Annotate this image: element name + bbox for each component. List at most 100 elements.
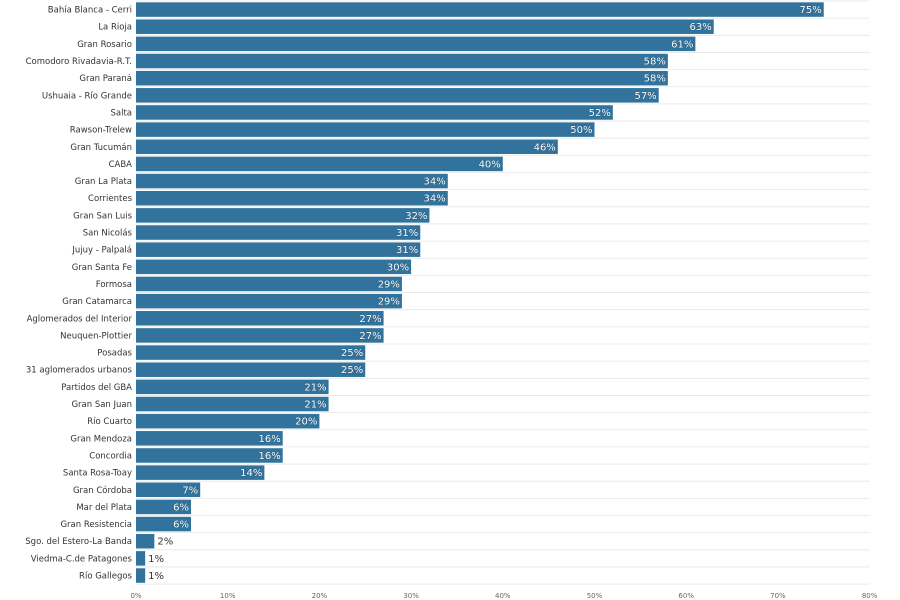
bar xyxy=(136,379,329,395)
bar xyxy=(136,499,192,515)
category-label: Gran Resistencia xyxy=(60,520,132,530)
bar xyxy=(136,568,146,583)
value-label: 7% xyxy=(182,485,198,496)
category-label: Río Cuarto xyxy=(87,417,132,427)
category-label: Santa Rosa-Toay xyxy=(63,469,132,479)
category-label: Ushuaia - Río Grande xyxy=(42,91,132,101)
value-label: 58% xyxy=(644,74,666,85)
category-label: Río Gallegos xyxy=(79,572,133,582)
value-label: 29% xyxy=(378,279,400,290)
category-label: Gran Tucumán xyxy=(70,143,132,153)
category-label: Gran Córdoba xyxy=(73,485,132,496)
x-tick-label: 30% xyxy=(403,592,419,600)
category-label: La Rioja xyxy=(98,23,132,33)
bar xyxy=(136,122,595,137)
bar xyxy=(136,431,283,446)
category-label: Jujuy - Palpalá xyxy=(71,246,132,256)
x-tick-label: 40% xyxy=(495,592,511,600)
value-label: 14% xyxy=(240,468,262,479)
bar xyxy=(136,516,192,532)
value-label: 21% xyxy=(304,382,326,393)
value-label: 2% xyxy=(157,537,173,548)
bar xyxy=(136,413,320,429)
bar xyxy=(136,551,146,566)
category-label: CABA xyxy=(109,160,133,170)
value-label: 6% xyxy=(173,520,189,531)
category-label: Viedma-C.de Patagones xyxy=(31,554,133,564)
bar xyxy=(136,156,503,172)
bar xyxy=(136,53,668,69)
category-label: Gran San Juan xyxy=(71,400,132,410)
bar xyxy=(136,242,421,257)
bar xyxy=(136,139,558,155)
bar xyxy=(136,105,613,120)
category-label: Concordia xyxy=(89,451,132,461)
category-label: Gran La Plata xyxy=(75,177,132,187)
bar xyxy=(136,190,448,206)
value-label: 61% xyxy=(671,39,693,50)
category-label: Gran Paraná xyxy=(79,74,132,84)
value-label: 40% xyxy=(479,159,501,170)
category-label: Rawson-Trelew xyxy=(70,126,132,136)
bar xyxy=(136,448,283,463)
value-label: 34% xyxy=(424,177,446,188)
value-label: 32% xyxy=(405,211,427,222)
bar xyxy=(136,173,448,189)
category-label: Gran Santa Fe xyxy=(72,263,132,273)
x-tick-label: 20% xyxy=(312,592,328,600)
bar xyxy=(136,70,668,86)
category-label: Posadas xyxy=(97,349,132,359)
x-tick-label: 80% xyxy=(862,592,878,600)
value-label: 46% xyxy=(534,142,556,153)
labels: Bahía Blanca - Cerri 75% La Rioja 63% Gran R… xyxy=(25,5,822,582)
value-label: 30% xyxy=(387,262,409,273)
bar xyxy=(136,482,201,498)
gridlines xyxy=(136,0,870,585)
category-label: Comodoro Rivadavia-R.T. xyxy=(26,57,132,67)
x-tick-label: 60% xyxy=(678,592,694,600)
bar xyxy=(136,328,384,343)
category-label: San Nicolás xyxy=(83,229,133,239)
category-label: Mar del Plata xyxy=(76,503,132,513)
value-label: 16% xyxy=(258,434,280,445)
bar xyxy=(136,88,659,103)
value-label: 20% xyxy=(295,417,317,428)
value-label: 27% xyxy=(359,331,381,342)
x-tick-label: 0% xyxy=(130,592,141,600)
category-label: 31 aglomerados urbanos xyxy=(26,366,133,376)
value-label: 57% xyxy=(634,91,656,102)
category-label: Salta xyxy=(110,108,132,118)
value-label: 75% xyxy=(800,5,822,16)
bar xyxy=(136,465,265,480)
x-tick-label: 10% xyxy=(220,592,236,600)
category-label: Gran Catamarca xyxy=(62,297,132,307)
bar xyxy=(136,533,155,549)
bar xyxy=(136,19,714,34)
bar xyxy=(136,208,430,223)
category-label: Neuquen-Plottier xyxy=(60,331,132,341)
bar xyxy=(136,345,366,360)
value-label: 6% xyxy=(173,502,189,513)
bar xyxy=(136,293,402,309)
value-label: 52% xyxy=(589,108,611,119)
bar xyxy=(136,362,366,377)
value-label: 1% xyxy=(148,554,164,565)
value-label: 31% xyxy=(396,245,418,256)
value-label: 31% xyxy=(396,228,418,239)
value-label: 58% xyxy=(644,57,666,68)
category-label: Corrientes xyxy=(88,194,133,204)
category-label: Aglomerados del Interior xyxy=(27,314,133,324)
bar xyxy=(136,225,421,240)
value-label: 63% xyxy=(689,22,711,33)
bar xyxy=(136,396,329,412)
bar xyxy=(136,259,412,275)
value-label: 34% xyxy=(424,194,446,205)
category-label: Formosa xyxy=(96,280,132,290)
category-label: Partidos del GBA xyxy=(61,383,132,393)
bar xyxy=(136,36,696,52)
category-label: Gran Rosario xyxy=(77,40,132,50)
x-tick-label: 50% xyxy=(587,592,603,600)
bars xyxy=(136,2,824,583)
bar xyxy=(136,276,402,292)
